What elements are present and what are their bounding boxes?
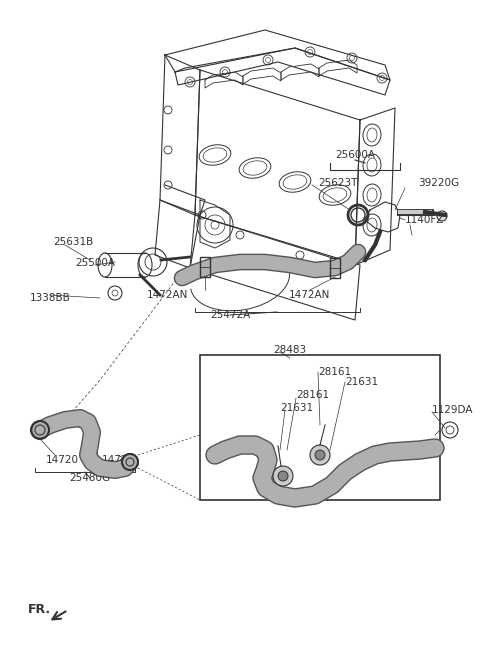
Text: 25472A: 25472A [210, 310, 250, 320]
Text: 1472AN: 1472AN [289, 290, 331, 300]
Text: 28483: 28483 [274, 345, 307, 355]
Text: 1129DA: 1129DA [432, 405, 473, 415]
Circle shape [315, 450, 325, 460]
Circle shape [278, 471, 288, 481]
Text: 14720: 14720 [101, 455, 134, 465]
Text: 21631: 21631 [345, 377, 378, 387]
Text: 1140FZ: 1140FZ [405, 215, 444, 225]
Text: 21631: 21631 [280, 403, 313, 413]
Bar [330, 258, 340, 278]
Text: FR.: FR. [28, 603, 51, 616]
Circle shape [437, 211, 447, 221]
Circle shape [273, 466, 293, 486]
Text: 25600A: 25600A [335, 150, 375, 160]
Text: 28161: 28161 [318, 367, 351, 377]
Circle shape [310, 445, 330, 465]
Text: 39220G: 39220G [418, 178, 459, 188]
Bar [200, 355, 440, 500]
Text: 14720: 14720 [46, 455, 79, 465]
Bar [200, 257, 210, 277]
Text: 25480G: 25480G [70, 473, 110, 483]
Text: 1338BB: 1338BB [30, 293, 71, 303]
Text: 25500A: 25500A [75, 258, 115, 268]
Text: 1472AN: 1472AN [147, 290, 189, 300]
Text: 25631B: 25631B [53, 237, 93, 247]
Text: 25623T: 25623T [318, 178, 358, 188]
Text: 28161: 28161 [296, 390, 329, 400]
